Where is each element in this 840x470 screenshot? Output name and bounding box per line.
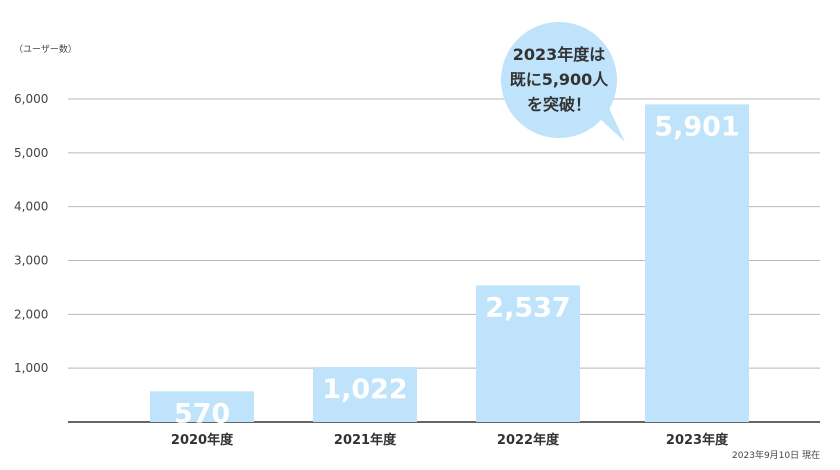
bar-value-label: 2,537 [485, 292, 570, 323]
x-tick-label: 2020年度 [171, 432, 234, 448]
y-tick-label: 6,000 [14, 92, 48, 106]
y-tick-label: 1,000 [14, 361, 48, 375]
callout-text-line: 2023年度は [513, 45, 606, 64]
x-tick-label: 2022年度 [497, 432, 560, 448]
bar-value-label: 570 [174, 398, 230, 429]
callout-text-line: を突破！ [527, 95, 591, 114]
y-tick-label: 3,000 [14, 254, 48, 268]
bar [150, 391, 254, 422]
callout-text-line: 既に5,900人 [510, 70, 610, 89]
footnote: 2023年9月10日 現在 [732, 451, 820, 461]
bar [476, 285, 580, 422]
y-tick-label: 2,000 [14, 307, 48, 321]
y-axis-unit-label: （ユーザー数） [14, 45, 77, 55]
bar [645, 104, 749, 422]
callout-tail [597, 104, 625, 142]
bar-value-label: 1,022 [322, 374, 407, 405]
callout-bubble [501, 22, 617, 138]
y-tick-label: 5,000 [14, 146, 48, 160]
y-tick-label: 4,000 [14, 200, 48, 214]
x-tick-label: 2021年度 [334, 432, 397, 448]
x-tick-label: 2023年度 [666, 432, 729, 448]
bar [313, 366, 417, 422]
bar-value-label: 5,901 [654, 111, 739, 142]
